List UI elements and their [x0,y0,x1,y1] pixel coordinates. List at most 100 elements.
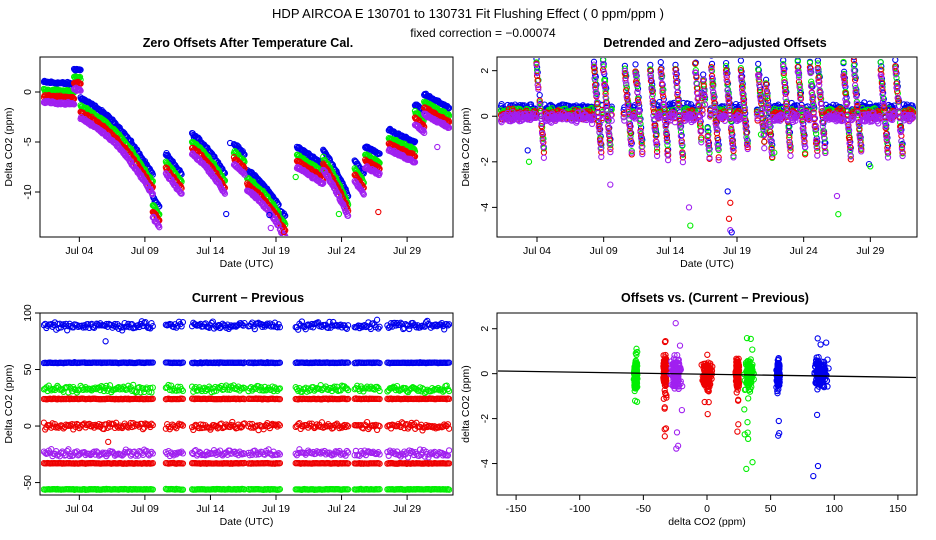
data-point [714,140,721,148]
data-point [722,70,730,77]
data-point [632,61,639,68]
data-point [76,85,83,93]
data-point [794,111,801,118]
data-point [780,60,787,68]
data-point [125,320,132,328]
data-point [660,101,667,109]
data-point [721,117,729,124]
data-point [344,212,352,219]
data-point [282,212,289,219]
data-point [893,80,900,87]
data-point [606,131,613,138]
data-point [149,190,156,197]
data-point [692,69,699,76]
data-point [590,64,598,71]
data-point [678,139,685,147]
data-point [536,97,543,104]
data-point [808,78,815,85]
data-point [647,67,654,74]
data-point [601,77,609,85]
data-point [84,321,92,328]
data-point [847,156,854,163]
data-point [814,58,822,64]
data-point [881,119,889,126]
data-point [816,81,823,89]
data-point [760,131,767,139]
data-point [647,71,654,78]
data-point [662,121,669,129]
chart-title: Detrended and Zero−adjusted Offsets [603,36,826,50]
data-point [897,128,904,136]
data-point [657,114,664,121]
data-point [540,143,547,151]
data-point [884,148,891,155]
data-point [223,210,230,218]
data-point [77,87,84,94]
data-point [525,158,533,165]
data-point [767,138,775,145]
data-point [795,74,803,81]
data-point [537,104,544,112]
data-point [814,60,822,67]
data-point [709,78,716,85]
data-point [156,224,163,231]
data-point [807,69,814,77]
data-point [675,101,682,108]
data-point [727,124,735,131]
page-subtitle: fixed correction = −0.00074 [410,26,556,40]
data-point [812,130,820,137]
data-point [647,77,655,84]
data-point [701,92,708,100]
data-point [878,63,885,70]
y-tick-label: -4 [479,203,491,212]
data-point [539,137,546,144]
data-point [648,85,655,93]
data-point [596,128,603,136]
data-point [178,190,185,197]
data-point [540,154,548,161]
data-point [771,149,778,156]
y-tick-label: -2 [479,157,491,166]
data-point [762,81,770,88]
y-tick-label: 0 [22,89,34,95]
data-point [814,152,821,159]
data-point [694,95,701,103]
data-point [879,98,887,105]
data-point [634,88,641,96]
data-point [818,108,825,115]
data-point [898,145,906,153]
x-tick-label: Jul 29 [393,503,421,515]
data-point [335,210,343,218]
data-point [599,110,606,118]
data-point [840,58,847,66]
data-point [498,101,505,108]
data-point [637,134,645,142]
data-point [360,191,367,198]
data-point [725,95,732,102]
data-point [710,93,717,101]
data-point [664,147,671,155]
data-point [722,67,730,74]
data-point [596,136,604,143]
data-point [598,116,606,124]
data-point [783,105,791,112]
data-point [672,66,679,73]
data-point [705,138,712,145]
data-point [841,81,848,89]
chart-detrended: Detrended and Zero−adjusted OffsetsDate … [460,36,918,270]
data-point [766,123,773,130]
data-point [623,80,630,87]
data-point [626,126,634,133]
plot-frame [39,312,454,496]
x-tick-label: Jul 09 [131,245,159,257]
data-point [704,133,711,141]
data-point [664,156,672,164]
data-point [801,138,808,145]
data-point [852,84,859,92]
data-point [421,129,428,137]
plot-frame [39,56,454,238]
data-point [800,134,808,142]
data-point [795,69,802,77]
data-point [737,58,745,64]
